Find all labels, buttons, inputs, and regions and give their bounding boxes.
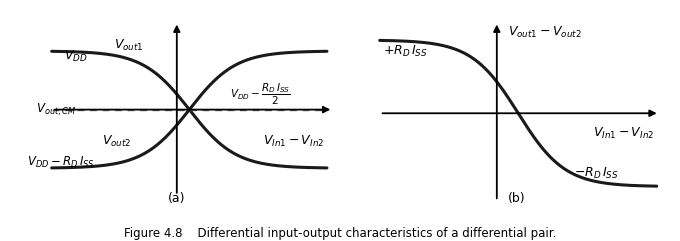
Text: Figure 4.8    Differential input-output characteristics of a differential pair.: Figure 4.8 Differential input-output cha… [124,227,556,240]
Text: $V_\mathit{out2}$: $V_\mathit{out2}$ [102,134,131,149]
Text: $V_\mathit{out1}$: $V_\mathit{out1}$ [114,38,144,54]
Text: $V_{DD}-R_D\,I_{SS}$: $V_{DD}-R_D\,I_{SS}$ [27,155,95,170]
Text: $V_\mathit{out,CM}$: $V_\mathit{out,CM}$ [36,101,76,118]
Text: $V_{DD}$: $V_{DD}$ [64,49,88,64]
Text: (a): (a) [168,192,186,205]
Text: $+R_D\,I_{SS}$: $+R_D\,I_{SS}$ [383,43,427,59]
Text: $V_\mathit{In1}-V_\mathit{In2}$: $V_\mathit{In1}-V_\mathit{In2}$ [262,134,324,148]
Text: (b): (b) [508,192,526,205]
Text: $V_\mathit{In1}-V_\mathit{In2}$: $V_\mathit{In1}-V_\mathit{In2}$ [593,126,654,141]
Text: $V_{DD}-\dfrac{R_D\,I_{SS}}{2}$: $V_{DD}-\dfrac{R_D\,I_{SS}}{2}$ [230,82,290,107]
Text: $V_\mathit{out1}-V_\mathit{out2}$: $V_\mathit{out1}-V_\mathit{out2}$ [508,25,582,40]
Text: $-R_D\,I_{SS}$: $-R_D\,I_{SS}$ [574,166,619,181]
